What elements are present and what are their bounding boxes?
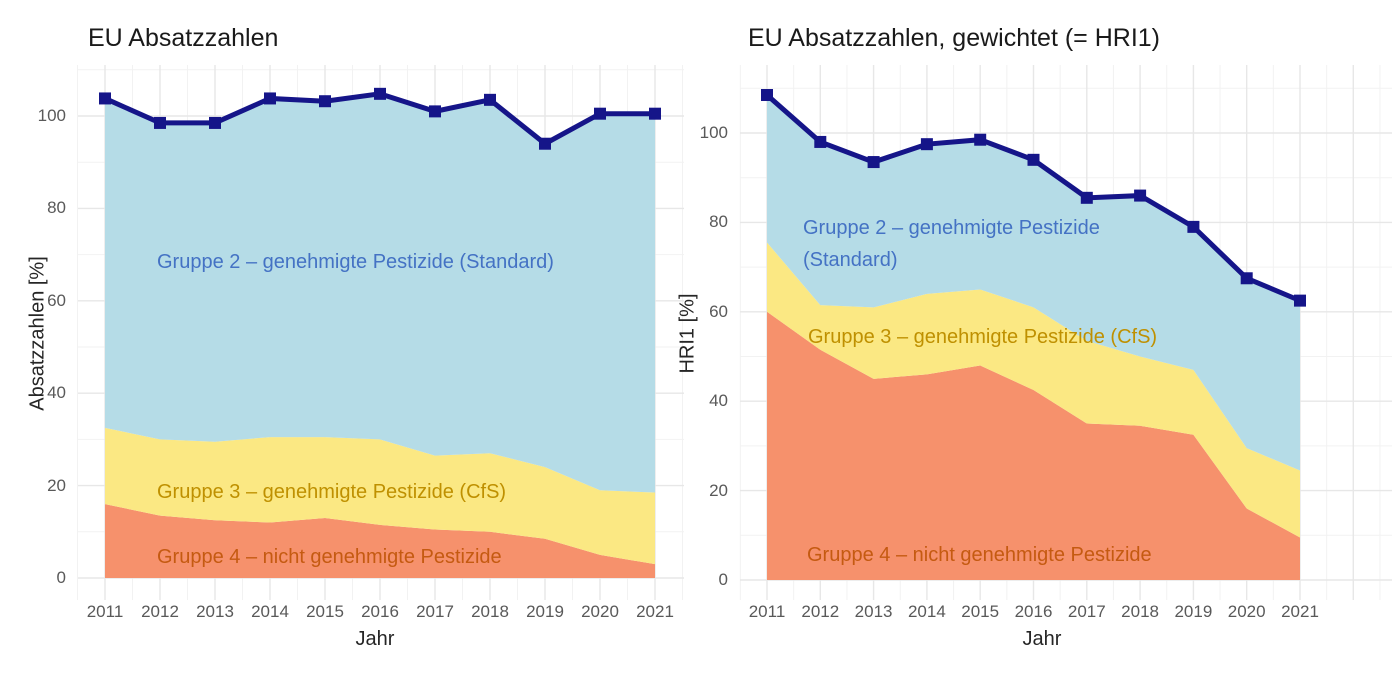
y-tick-label: 60 xyxy=(709,301,728,321)
data-point-marker xyxy=(209,116,221,129)
data-point-marker xyxy=(594,107,606,120)
area-gruppe3 xyxy=(767,242,1300,538)
area-gruppe2 xyxy=(767,95,1300,471)
x-tick-label: 2013 xyxy=(196,602,234,621)
data-point-marker xyxy=(1294,294,1306,307)
data-point-marker xyxy=(99,92,111,105)
data-point-marker xyxy=(920,138,933,151)
data-point-marker xyxy=(867,156,880,169)
data-point-marker xyxy=(1027,153,1040,166)
x-tick-label: 2015 xyxy=(961,602,1000,621)
data-point-marker xyxy=(429,105,441,118)
x-tick-label: 2012 xyxy=(141,602,179,621)
y-tick-label: 20 xyxy=(709,480,728,500)
chart2-gruppe2-area-label: Gruppe 2 – genehmigte Pestizide (Standar… xyxy=(803,217,1100,271)
y-tick-label: 100 xyxy=(699,123,728,142)
data-point-marker xyxy=(974,133,987,146)
data-point-marker xyxy=(761,89,773,102)
area-gruppe4 xyxy=(105,504,655,578)
x-tick-label: 2012 xyxy=(801,602,840,621)
chart1-title: EU Absatzzahlen xyxy=(88,24,279,52)
y-tick-label: 40 xyxy=(47,383,66,403)
chart2-y-axis-label: HRI1 [%] xyxy=(676,293,699,374)
y-tick-label: 100 xyxy=(37,106,66,125)
x-tick-label: 2020 xyxy=(581,602,619,621)
y-tick-label: 40 xyxy=(709,391,728,411)
data-point-marker xyxy=(264,92,276,105)
data-point-marker xyxy=(319,95,331,108)
x-tick-label: 2017 xyxy=(416,602,454,621)
y-tick-label: 20 xyxy=(47,475,66,495)
x-tick-label: 2019 xyxy=(1174,602,1213,621)
data-point-marker xyxy=(154,116,166,129)
x-tick-label: 2020 xyxy=(1227,602,1266,621)
data-point-marker xyxy=(1134,189,1147,202)
chart1-gruppe2-area-label: Gruppe 2 – genehmigte Pestizide (Standar… xyxy=(157,251,554,273)
area-gruppe4 xyxy=(767,311,1300,580)
x-tick-label: 2016 xyxy=(361,602,399,621)
chart1-gruppe4-area-label: Gruppe 4 – nicht genehmigte Pestizide xyxy=(157,546,502,568)
x-tick-label: 2014 xyxy=(907,602,946,621)
chart2-gruppe3-area-label: Gruppe 3 – genehmigte Pestizide (CfS) xyxy=(808,326,1158,348)
x-tick-label: 2017 xyxy=(1067,602,1106,621)
x-tick-label: 2021 xyxy=(636,602,674,621)
chart2-title: EU Absatzzahlen, gewichtet (= HRI1) xyxy=(748,24,1160,52)
chart1-x-axis-label: Jahr xyxy=(355,628,395,650)
x-tick-label: 2019 xyxy=(526,602,564,621)
data-point-marker xyxy=(649,107,661,120)
y-tick-label: 80 xyxy=(47,198,66,218)
chart1-gruppe3-area-label: Gruppe 3 – genehmigte Pestizide (CfS) xyxy=(157,481,507,503)
x-tick-label: 2018 xyxy=(471,602,509,621)
chart2-x-axis-label: Jahr xyxy=(1022,628,1062,650)
area-gruppe3 xyxy=(105,427,655,565)
chart2-gruppe4-area-label: Gruppe 4 – nicht genehmigte Pestizide xyxy=(807,544,1152,566)
y-tick-label: 60 xyxy=(47,290,66,310)
data-point-marker xyxy=(539,137,551,150)
x-tick-label: 2016 xyxy=(1014,602,1053,621)
data-point-marker xyxy=(1187,220,1200,233)
x-tick-label: 2014 xyxy=(251,602,289,621)
x-tick-label: 2015 xyxy=(306,602,344,621)
data-point-marker xyxy=(374,87,386,100)
data-point-marker xyxy=(1080,191,1093,204)
x-tick-label: 2011 xyxy=(86,602,124,621)
y-tick-label: 80 xyxy=(709,212,728,232)
x-tick-label: 2011 xyxy=(748,602,786,621)
x-tick-label: 2013 xyxy=(854,602,893,621)
y-tick-label: 0 xyxy=(718,570,728,589)
y-tick-label: 0 xyxy=(56,568,66,587)
x-tick-label: 2018 xyxy=(1121,602,1159,621)
data-point-marker xyxy=(1240,272,1253,285)
x-tick-label: 2021 xyxy=(1281,602,1319,621)
data-point-marker xyxy=(814,135,827,148)
data-point-marker xyxy=(484,93,496,106)
area-gruppe2 xyxy=(105,93,655,493)
